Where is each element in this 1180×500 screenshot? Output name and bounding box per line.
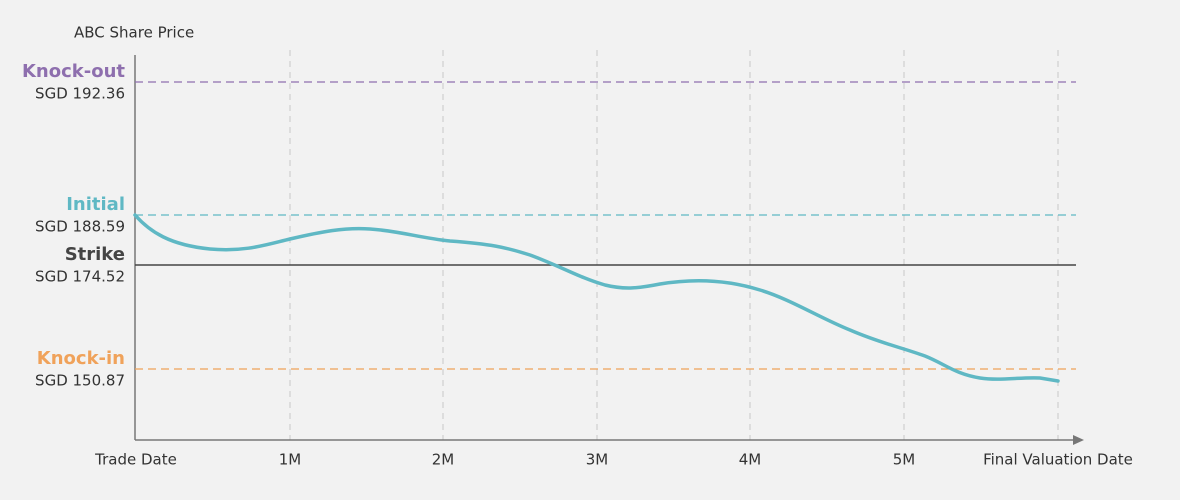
level-price: SGD 192.36 — [35, 85, 125, 103]
level-name: Knock-out — [22, 61, 125, 82]
level-name: Knock-in — [37, 348, 125, 369]
x-label: Trade Date — [94, 451, 177, 469]
level-price: SGD 174.52 — [35, 268, 125, 286]
level-price: SGD 150.87 — [35, 372, 125, 390]
x-label: 3M — [586, 451, 609, 469]
x-label: 1M — [279, 451, 302, 469]
price-curve — [133, 213, 1060, 383]
level-price: SGD 188.59 — [35, 218, 125, 236]
x-axis-arrow — [1073, 435, 1084, 445]
x-label: 5M — [893, 451, 916, 469]
x-label: Final Valuation Date — [983, 451, 1133, 469]
level-name: Initial — [66, 194, 125, 215]
x-label: 4M — [739, 451, 762, 469]
level-name: Strike — [65, 244, 125, 265]
axis-title: ABC Share Price — [74, 24, 194, 42]
x-label: 2M — [432, 451, 455, 469]
